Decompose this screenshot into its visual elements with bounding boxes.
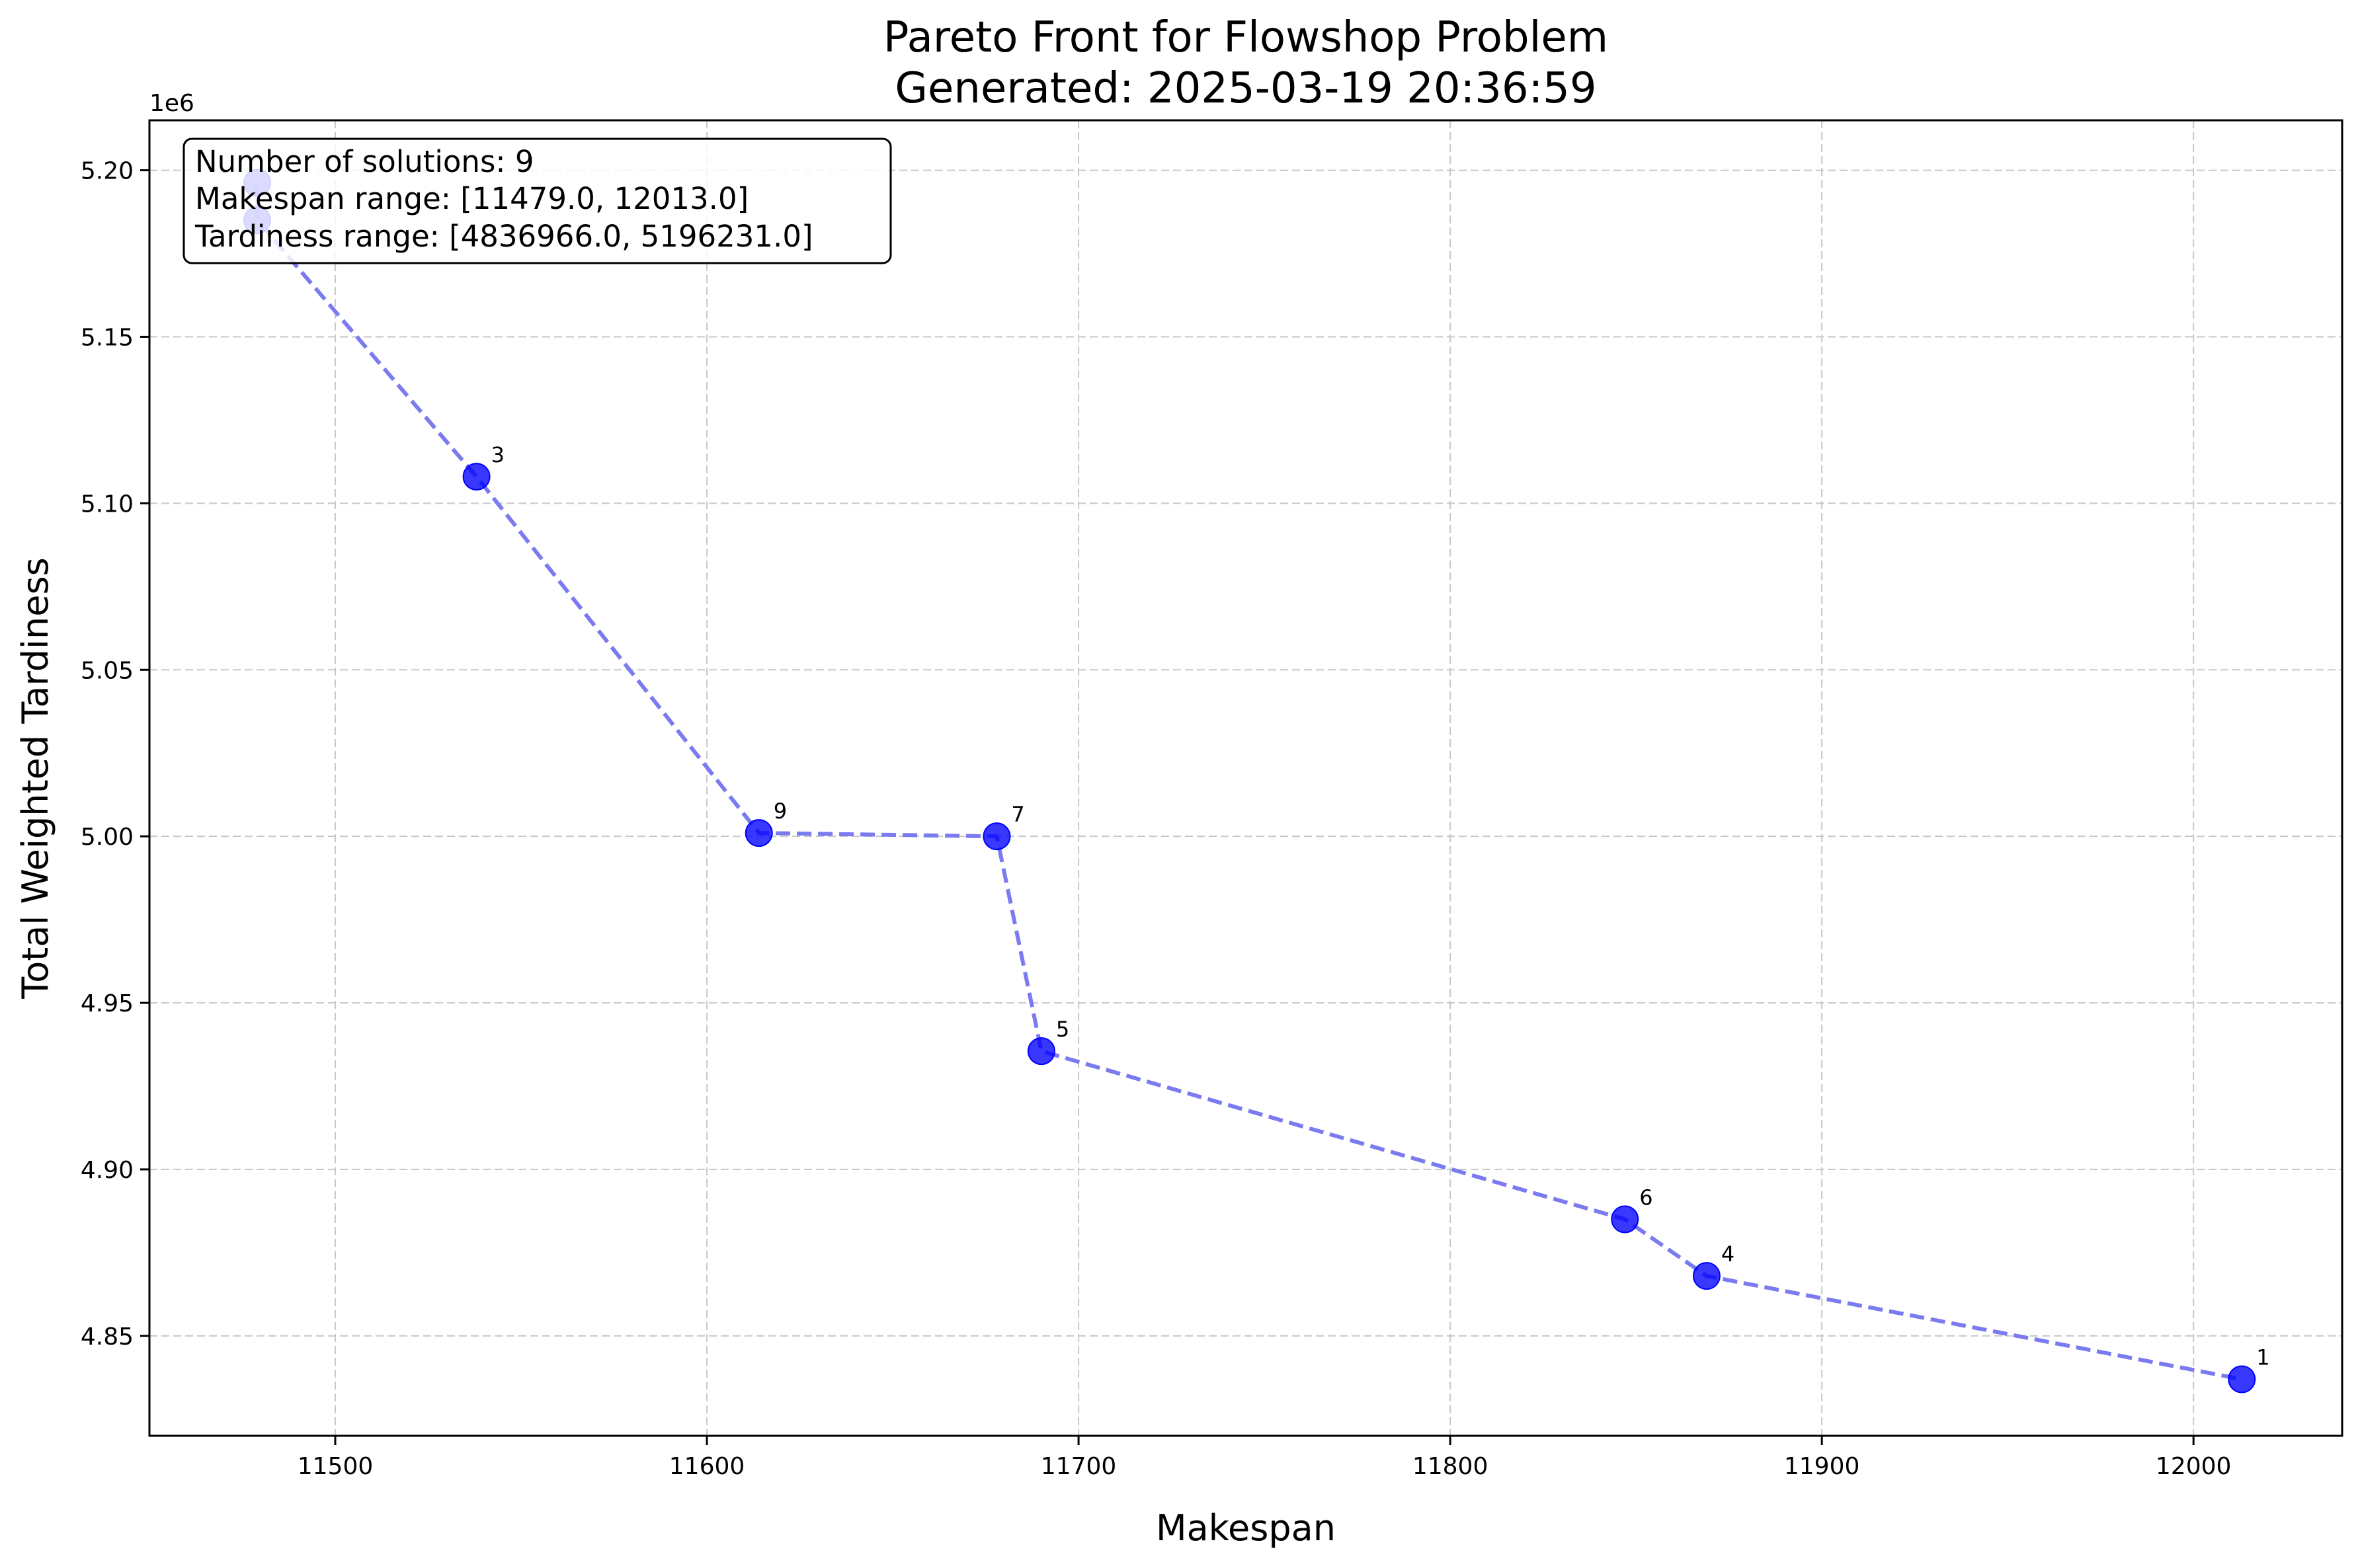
y-tick-label: 5.05 — [81, 657, 134, 684]
info-solutions: Number of solutions: 9 — [195, 144, 534, 179]
pareto-line — [255, 182, 2242, 1382]
data-points: 3 9 7 5 6 4 1 — [243, 169, 2270, 1393]
x-tick-label: 12000 — [2156, 1453, 2232, 1480]
y-tick-label: 5.00 — [81, 824, 134, 851]
point-label: 6 — [1639, 1185, 1652, 1210]
point-label: 4 — [1721, 1241, 1734, 1267]
data-point — [2228, 1365, 2256, 1393]
x-tick-label: 11500 — [298, 1453, 374, 1480]
grid-lines — [149, 120, 2342, 1436]
point-label: 9 — [774, 799, 787, 824]
y-axis-label: Total Weighted Tardiness — [15, 557, 56, 999]
plot-frame — [148, 119, 2343, 1437]
info-box-frame — [183, 137, 892, 264]
chart-title: Pareto Front for Flowshop Problem — [883, 13, 1608, 62]
point-label: 5 — [1056, 1017, 1069, 1042]
data-point — [1027, 1037, 1055, 1066]
x-tick-label: 11900 — [1784, 1453, 1860, 1480]
point-label: 3 — [491, 442, 505, 467]
point-label: 7 — [1011, 802, 1024, 827]
data-point — [1692, 1262, 1721, 1290]
info-box: Number of solutions: 9 Makespan range: [… — [183, 137, 892, 264]
point-label: 1 — [2256, 1345, 2269, 1370]
x-tick-label: 11700 — [1041, 1453, 1117, 1480]
y-tick-label: 5.20 — [81, 158, 134, 185]
chart-subtitle: Generated: 2025-03-19 20:36:59 — [895, 64, 1596, 113]
y-offset-label: 1e6 — [149, 90, 194, 117]
x-axis-label: Makespan — [1156, 1507, 1336, 1549]
data-point — [1611, 1205, 1639, 1234]
info-tardiness-range: Tardiness range: [4836966.0, 5196231.0] — [194, 219, 813, 254]
y-tick-label: 4.90 — [81, 1157, 134, 1184]
pareto-connector-line — [255, 182, 2242, 1382]
y-tick-label: 5.15 — [81, 324, 134, 351]
data-point — [983, 822, 1011, 851]
data-point — [745, 819, 773, 847]
info-makespan-range: Makespan range: [11479.0, 12013.0] — [195, 181, 749, 216]
x-tick-label: 11800 — [1412, 1453, 1488, 1480]
y-tick-label: 4.95 — [81, 990, 134, 1017]
axis-ticks: 11500 11600 11700 11800 11900 12000 4.85 4.90 4.… — [81, 158, 2232, 1480]
data-point — [462, 463, 491, 491]
x-tick-label: 11600 — [669, 1453, 745, 1480]
y-tick-label: 5.10 — [81, 490, 134, 518]
y-tick-label: 4.85 — [81, 1323, 134, 1351]
